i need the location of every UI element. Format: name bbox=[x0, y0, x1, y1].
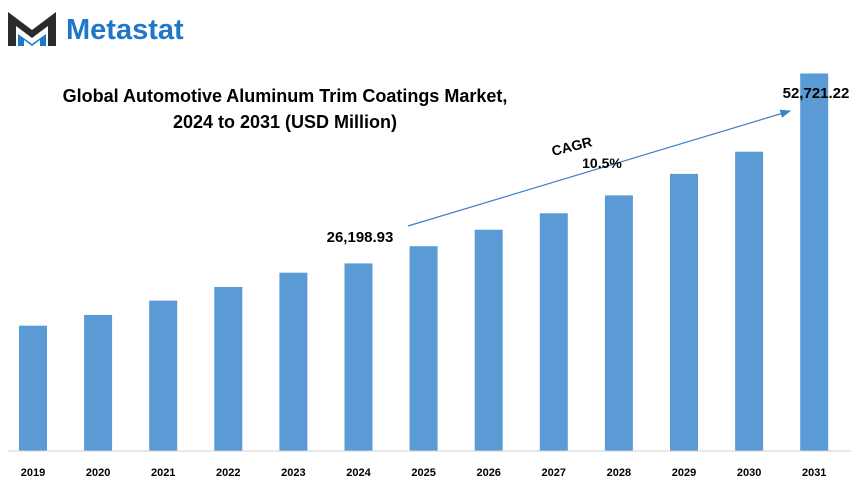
brand-name: Metastat bbox=[66, 14, 184, 46]
bar-2021 bbox=[149, 300, 178, 451]
bar-2020 bbox=[84, 314, 113, 451]
x-tick-2026: 2026 bbox=[476, 467, 500, 479]
chart-title: Global Automotive Aluminum Trim Coatings… bbox=[63, 86, 508, 106]
x-tick-2021: 2021 bbox=[151, 467, 175, 479]
x-tick-2029: 2029 bbox=[672, 467, 696, 479]
bar-2026 bbox=[474, 229, 503, 451]
bar-series bbox=[19, 73, 829, 452]
x-tick-2024: 2024 bbox=[346, 467, 371, 479]
x-tick-2027: 2027 bbox=[542, 467, 566, 479]
bar-2027 bbox=[539, 213, 568, 451]
bar-2023 bbox=[279, 272, 308, 451]
x-tick-2028: 2028 bbox=[607, 467, 631, 479]
x-tick-2031: 2031 bbox=[802, 467, 826, 479]
brand-logo: Metastat bbox=[8, 12, 184, 46]
x-axis-ticks: 2019 2020 2021 2022 2023 2024 2025 2026 2027 2028… bbox=[21, 467, 827, 479]
end-value-label: 52,721.22 bbox=[783, 85, 850, 102]
bar-2019 bbox=[19, 325, 47, 451]
x-tick-2030: 2030 bbox=[737, 467, 761, 479]
bar-2022 bbox=[214, 287, 243, 451]
start-value-label: 26,198.93 bbox=[327, 229, 394, 246]
cagr-arrow bbox=[407, 109, 792, 227]
bar-2028 bbox=[604, 195, 633, 451]
bar-2030 bbox=[735, 151, 764, 452]
chart-subtitle: 2024 to 2031 (USD Million) bbox=[173, 112, 397, 132]
bar-2025 bbox=[409, 246, 438, 451]
x-tick-2025: 2025 bbox=[411, 467, 435, 479]
x-tick-2023: 2023 bbox=[281, 467, 305, 479]
x-tick-2019: 2019 bbox=[21, 467, 45, 479]
x-tick-2020: 2020 bbox=[86, 467, 110, 479]
bar-2024 bbox=[344, 263, 373, 451]
bar-2031 bbox=[800, 73, 829, 452]
bar-2029 bbox=[670, 173, 698, 451]
x-tick-2022: 2022 bbox=[216, 467, 240, 479]
cagr-value: 10.5% bbox=[582, 155, 622, 171]
metastat-m-logo-icon bbox=[8, 12, 56, 46]
